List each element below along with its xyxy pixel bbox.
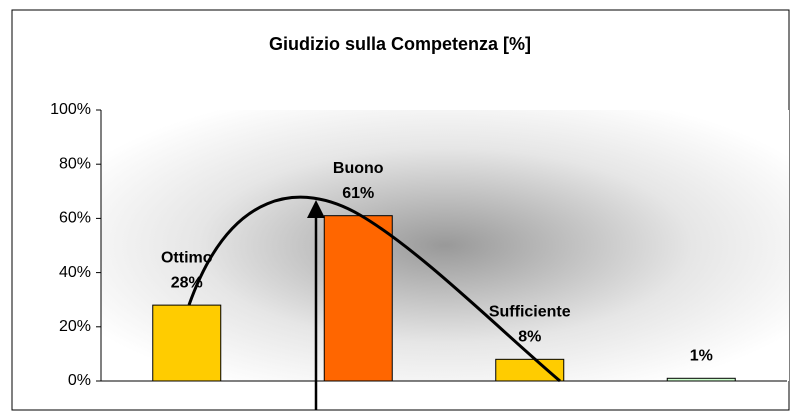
bar: [323, 215, 393, 382]
y-tick-label: 0%: [68, 372, 91, 389]
bar: [495, 358, 565, 382]
data-label: 1%: [690, 348, 713, 365]
y-tick-label: 20%: [59, 318, 91, 335]
trend-curve: [187, 195, 561, 383]
y-tick-label: 80%: [59, 155, 91, 172]
category-label: Sufficiente: [489, 304, 571, 321]
bar: [152, 304, 222, 382]
y-tick-label: 100%: [50, 101, 91, 118]
data-label: 61%: [342, 185, 374, 202]
category-label: Buono: [333, 160, 384, 177]
marks: 0%20%40%60%80%100%28%Ottimo61%Buono8%Suf…: [50, 101, 787, 389]
data-label: 8%: [518, 329, 541, 346]
chart-title: Giudizio sulla Competenza [%]: [269, 34, 531, 54]
arrow-head: [307, 200, 325, 218]
category-label: Ottimo: [161, 249, 213, 266]
y-tick-label: 60%: [59, 210, 91, 227]
y-tick-label: 40%: [59, 264, 91, 281]
